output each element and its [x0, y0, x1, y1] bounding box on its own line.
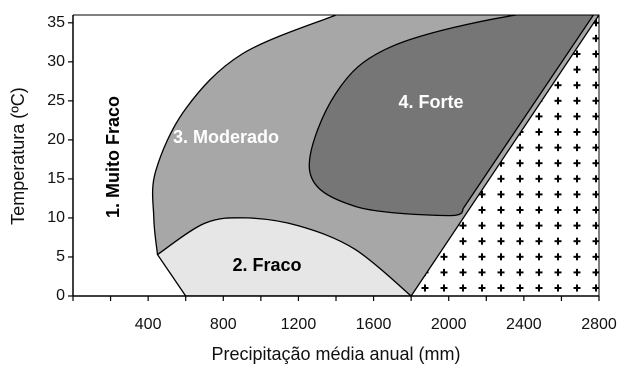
- region-label-moderado: 3. Moderado: [173, 127, 279, 147]
- frame-top-right: [73, 14, 600, 296]
- x-tick-label: 2000: [431, 316, 467, 333]
- x-tick-label: 800: [210, 316, 237, 333]
- plot-frame: [73, 14, 600, 296]
- region-labels: 1. Muito Fraco 2. Fraco 3. Moderado 4. Fort…: [103, 92, 464, 275]
- x-tick-label: 2800: [581, 316, 617, 333]
- x-tick-label: 2400: [506, 316, 542, 333]
- y-tick-label: 25: [47, 92, 65, 109]
- x-tick-label: 1200: [281, 316, 317, 333]
- moderado-boundary: [151, 15, 337, 255]
- arid-boundary-line: [410, 15, 599, 296]
- y-tick-label: 10: [47, 209, 65, 226]
- region-label-fraco: 2. Fraco: [232, 255, 301, 275]
- plot-area: [151, 15, 599, 296]
- region-label-muito-fraco: 1. Muito Fraco: [103, 96, 123, 218]
- x-axis-title: Precipitação média anual (mm): [211, 344, 460, 364]
- y-tick-label: 15: [47, 170, 65, 187]
- y-tick-label: 0: [56, 287, 65, 304]
- region-label-forte: 4. Forte: [398, 92, 463, 112]
- region-forte: [308, 15, 595, 217]
- y-axis-title: Temperatura (ºC): [8, 87, 28, 225]
- y-tick-label: 20: [47, 131, 65, 148]
- y-tick-label: 5: [56, 248, 65, 265]
- x-tick-label: 400: [135, 316, 162, 333]
- x-tick-label: 1600: [356, 316, 392, 333]
- y-tick-label: 30: [47, 53, 65, 70]
- axes: 400 800 1200 1600 2000 2400 2800 0 5 10 15 20 25 30 35: [47, 14, 617, 333]
- y-tick-label: 35: [47, 14, 65, 31]
